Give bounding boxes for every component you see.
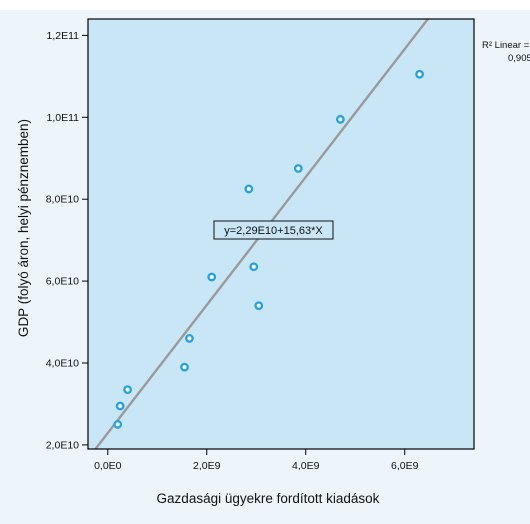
x-tick-label: 6,0E9: [391, 460, 419, 472]
data-point: [293, 164, 303, 173]
data-point: [254, 301, 264, 311]
data-point: [249, 262, 259, 272]
y-tick-label: 1,0E11: [47, 112, 80, 124]
r2-label-line2: 0,905: [508, 53, 530, 64]
r2-label-line1: R² Linear =: [482, 40, 530, 51]
x-tick-label: 4,0E9: [292, 460, 320, 472]
equation-label: y=2,29E10+15,63*X: [224, 225, 323, 237]
equation-label-group: y=2,29E10+15,63*X: [213, 220, 334, 240]
y-tick-label: 6,0E10: [46, 276, 79, 288]
marker-layer: [113, 69, 424, 429]
y-tick-label: 4,0E10: [46, 358, 79, 370]
y-tick-label: 8,0E10: [46, 194, 79, 206]
y-tick-label: 2,0E10: [46, 439, 79, 451]
data-point: [123, 385, 132, 395]
data-point: [185, 334, 194, 343]
fit-line: [93, 19, 430, 449]
data-point: [113, 420, 123, 429]
data-point: [415, 69, 424, 79]
data-point: [115, 401, 125, 411]
data-point: [335, 114, 345, 124]
x-tick-label: 0,0E0: [94, 460, 122, 472]
y-axis-title: GDP (folyó áron, helyi pénznemben): [16, 119, 31, 337]
x-axis-title: Gazdasági ügyekre fordított kiadások: [157, 491, 380, 506]
label-layer: Gazdasági ügyekre fordított kiadások GDP…: [16, 40, 530, 506]
y-tick-label: 1,2E11: [47, 30, 80, 42]
data-point: [207, 272, 217, 282]
fit-layer: y=2,29E10+15,63*X: [93, 19, 430, 449]
plot-frame: [87, 18, 475, 450]
equation-box: [213, 220, 334, 240]
data-point: [244, 184, 254, 194]
x-tick-label: 2,0E9: [193, 460, 221, 472]
axis-layer: 2,0E10 4,0E10 6,0E10 8,0E10 1,0E11 1,2E11 0,0E…: [46, 18, 475, 472]
data-point: [180, 362, 189, 372]
